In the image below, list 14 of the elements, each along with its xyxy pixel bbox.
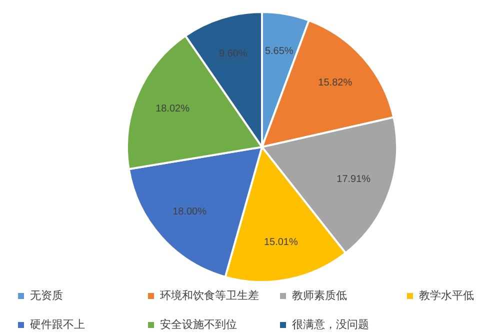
data-label: 15.01% — [264, 236, 298, 248]
data-label: 9.60% — [218, 48, 248, 60]
data-label: 18.02% — [156, 104, 190, 115]
legend-label: 安全设施不到位 — [160, 317, 237, 332]
legend-label: 很满意，没问题 — [292, 317, 369, 332]
data-label: 17.91% — [336, 174, 371, 185]
legend-label: 教学水平低 — [419, 288, 474, 303]
data-label: 18.00% — [172, 206, 207, 218]
legend-label: 无资质 — [30, 288, 63, 303]
legend-label: 环境和饮食等卫生差 — [160, 288, 259, 303]
data-label: 15.82% — [318, 77, 352, 88]
legend-label: 硬件跟不上 — [30, 317, 85, 332]
data-label: 5.65% — [264, 46, 294, 57]
legend-label: 教师素质低 — [292, 288, 347, 303]
